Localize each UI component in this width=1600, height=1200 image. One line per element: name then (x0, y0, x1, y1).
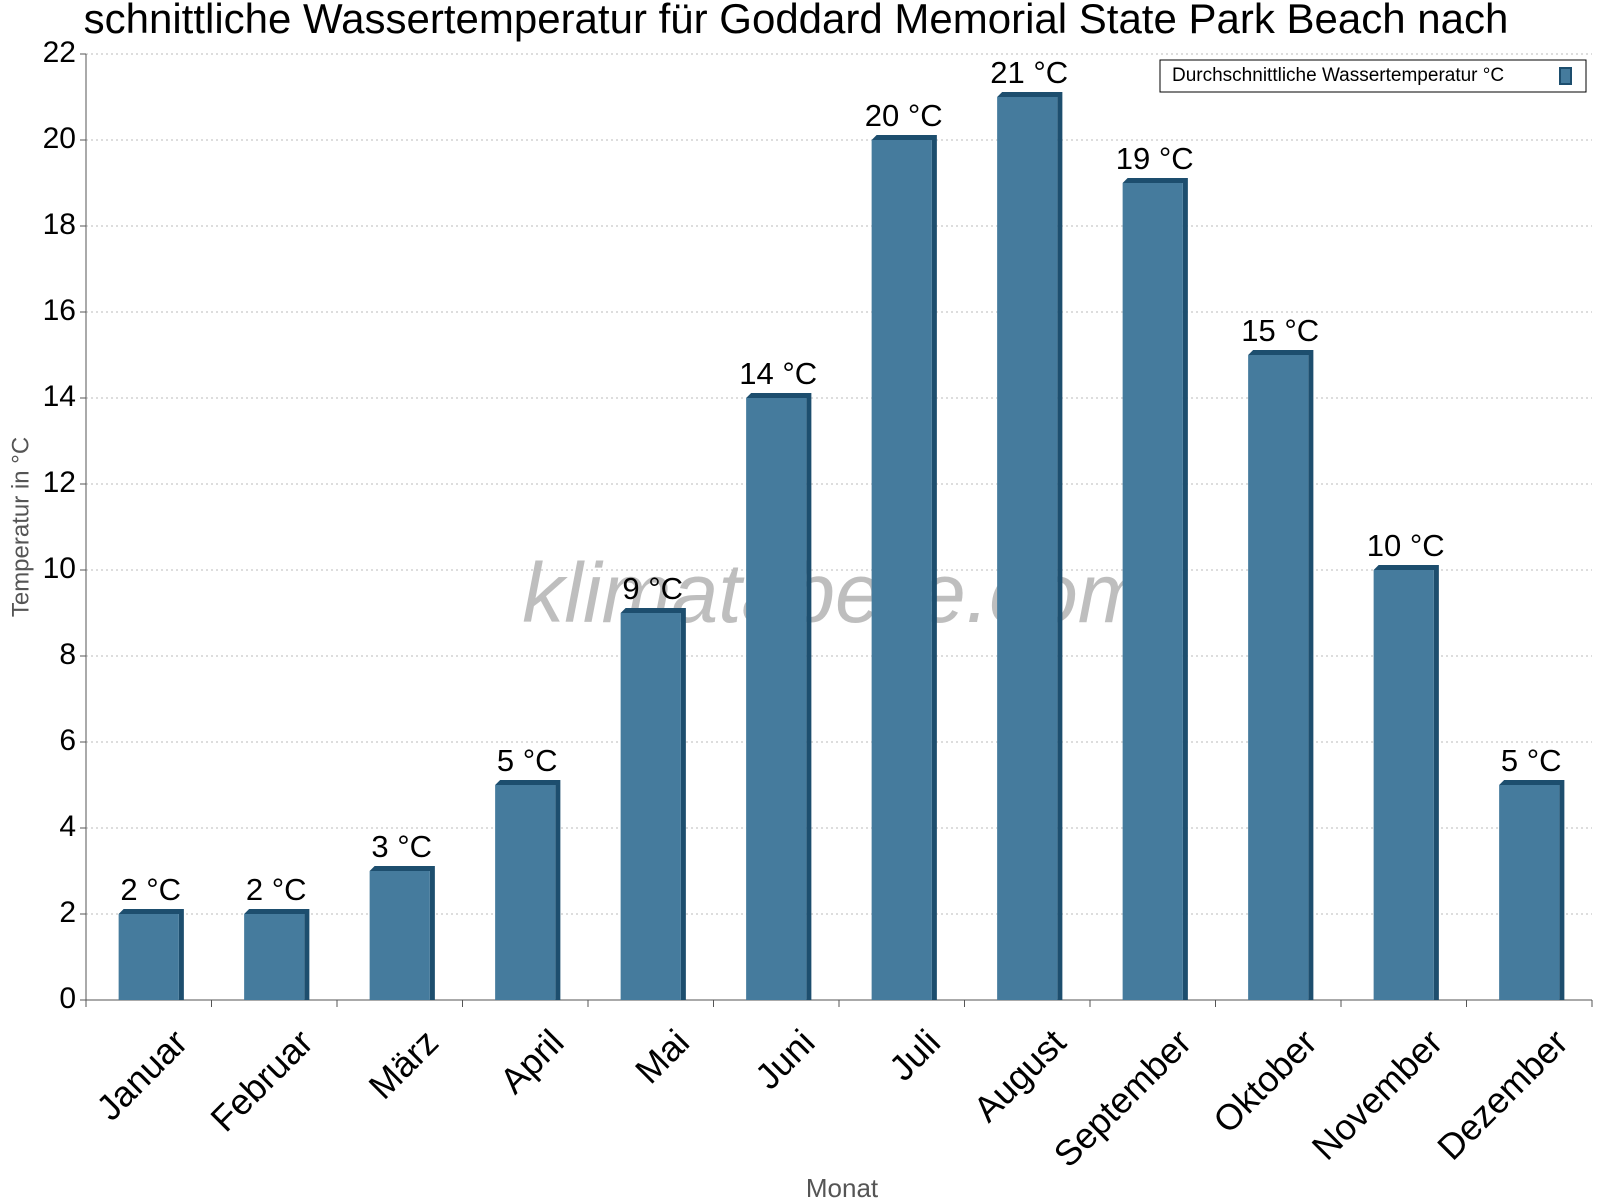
data-label: 5 °C (497, 743, 558, 778)
y-tick-label: 8 (59, 638, 76, 671)
bar (1122, 183, 1183, 1000)
y-tick-label: 2 (59, 896, 76, 929)
bar (997, 97, 1058, 1000)
legend-box (1159, 59, 1587, 93)
bar (369, 871, 430, 1000)
data-label: 3 °C (371, 829, 432, 864)
data-label: 20 °C (865, 98, 943, 133)
data-label: 10 °C (1367, 528, 1445, 563)
y-tick-label: 18 (43, 208, 76, 241)
bar (1373, 570, 1434, 1000)
y-tick-label: 0 (59, 982, 76, 1015)
x-tick-label: Mai (627, 1021, 697, 1091)
bar (871, 140, 932, 1000)
x-tick-label: Dezember (1429, 1021, 1575, 1167)
legend-swatch (1559, 67, 1572, 85)
x-tick-label: August (965, 1021, 1073, 1129)
legend-label: Durchschnittliche Wassertemperatur °C (1172, 65, 1504, 86)
x-tick-label: Juni (747, 1021, 823, 1097)
y-tick-label: 6 (59, 724, 76, 757)
y-tick-label: 10 (43, 552, 76, 585)
x-axis-label: Monat (806, 1173, 879, 1200)
bar (244, 914, 305, 1000)
data-label: 14 °C (739, 356, 817, 391)
y-tick-label: 22 (43, 36, 76, 69)
bar (118, 914, 179, 1000)
bar (1499, 785, 1560, 1000)
y-tick-label: 4 (59, 810, 76, 843)
data-label: 15 °C (1241, 313, 1319, 348)
data-label: 19 °C (1116, 141, 1194, 176)
bar (620, 613, 681, 1000)
bar (495, 785, 556, 1000)
y-tick-label: 14 (43, 380, 76, 413)
y-tick-label: 16 (43, 294, 76, 327)
data-label: 2 °C (246, 872, 307, 907)
x-tick-label: Februar (202, 1021, 320, 1139)
x-tick-label: Oktober (1205, 1021, 1325, 1141)
data-label: 9 °C (622, 571, 683, 606)
x-tick-label: September (1046, 1021, 1200, 1175)
x-tick-label: Juli (881, 1021, 948, 1088)
data-label: 21 °C (990, 55, 1068, 90)
x-tick-label: März (361, 1021, 447, 1107)
x-tick-label: Januar (88, 1021, 195, 1128)
bar (746, 398, 807, 1000)
bar (1248, 355, 1309, 1000)
x-tick-label: April (492, 1021, 572, 1101)
data-label: 5 °C (1501, 743, 1562, 778)
data-label: 2 °C (120, 872, 181, 907)
y-tick-label: 20 (43, 122, 76, 155)
chart-title: schnittliche Wassertemperatur für Goddar… (84, 0, 1509, 42)
x-tick-label: November (1304, 1021, 1450, 1167)
y-tick-label: 12 (43, 466, 76, 499)
y-axis-label: Temperatur in °C (7, 437, 34, 617)
